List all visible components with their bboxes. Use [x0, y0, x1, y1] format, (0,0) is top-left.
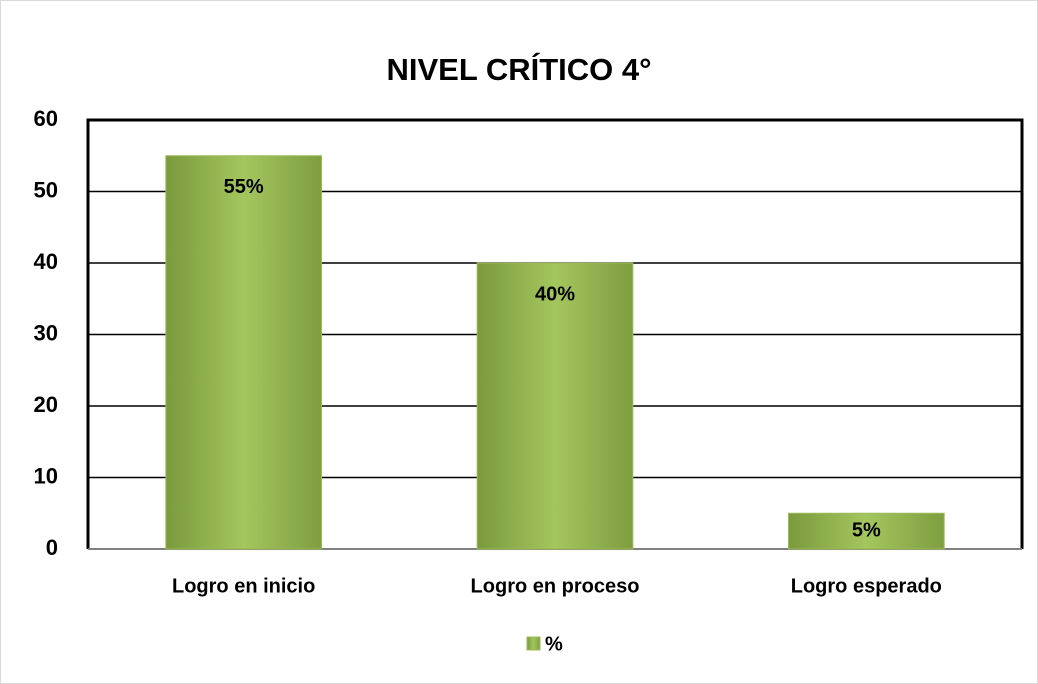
x-tick-label: Logro esperado — [791, 575, 942, 597]
chart-title: NIVEL CRÍTICO 4° — [386, 52, 651, 87]
bar — [476, 262, 634, 550]
y-tick-label: 20 — [34, 392, 58, 417]
data-label: 40% — [535, 283, 575, 305]
y-tick-label: 60 — [34, 106, 58, 131]
x-tick-label: Logro en inicio — [172, 575, 315, 597]
y-tick-label: 10 — [34, 463, 58, 488]
y-tick-label: 30 — [34, 320, 58, 345]
plot-frame — [86, 118, 1024, 549]
legend-label: % — [545, 633, 563, 655]
y-tick-label: 40 — [34, 249, 58, 274]
y-tick-label: 0 — [46, 535, 58, 560]
data-label: 55% — [224, 176, 264, 198]
bar — [788, 512, 945, 550]
legend-swatch — [526, 636, 541, 651]
bar — [165, 155, 322, 550]
y-tick-label: 50 — [34, 177, 58, 202]
data-label: 5% — [852, 519, 881, 541]
x-tick-label: Logro en proceso — [471, 575, 640, 597]
